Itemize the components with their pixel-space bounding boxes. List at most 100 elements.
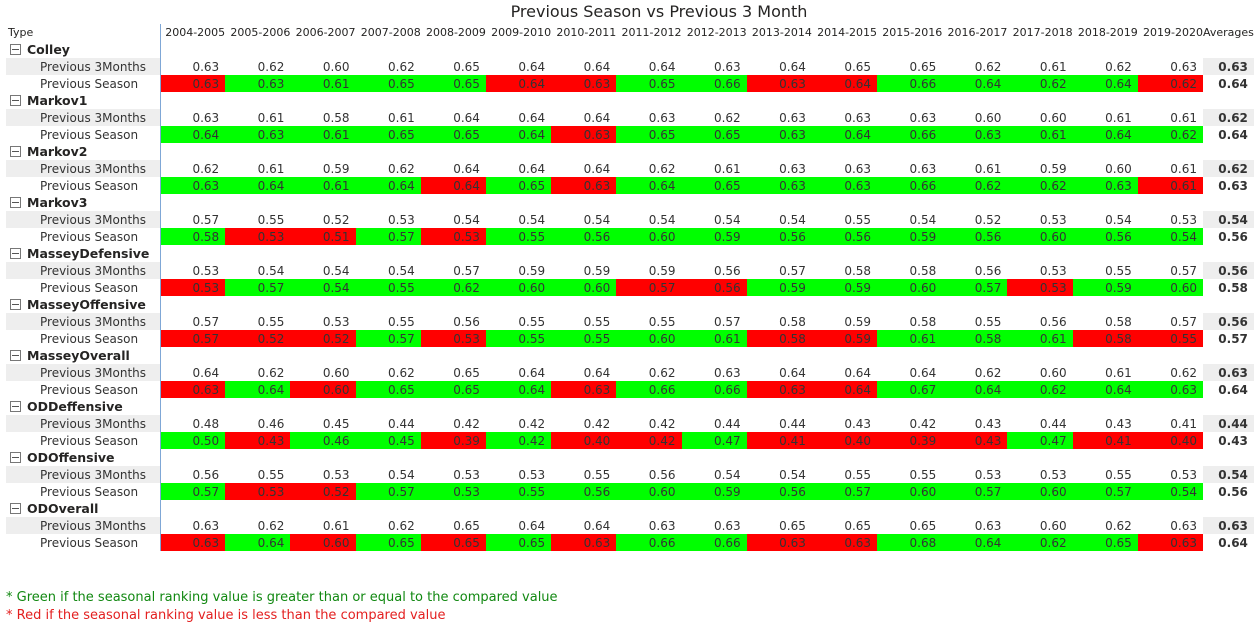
value-cell: 0.55 bbox=[811, 211, 878, 228]
average-cell: 0.54 bbox=[1203, 466, 1254, 483]
value-cell: 0.55 bbox=[1137, 330, 1203, 347]
column-header-season[interactable]: 2007-2008 bbox=[360, 26, 421, 39]
group-header[interactable]: Colley bbox=[6, 41, 161, 58]
value-cell: 0.63 bbox=[160, 517, 226, 534]
value-cell: 0.56 bbox=[681, 279, 747, 296]
value-cell: 0.63 bbox=[160, 381, 226, 398]
value-cell: 0.61 bbox=[681, 160, 747, 177]
value-cell: 0.55 bbox=[225, 466, 291, 483]
column-header-season[interactable]: 2015-2016 bbox=[882, 26, 943, 39]
value-cell: 0.64 bbox=[746, 364, 812, 381]
average-cell: 0.44 bbox=[1203, 415, 1254, 432]
row-label: Previous 3Months bbox=[6, 415, 161, 432]
collapse-icon[interactable] bbox=[10, 452, 21, 463]
column-header-averages[interactable]: Averages bbox=[1203, 26, 1254, 39]
group-header[interactable]: ODOverall bbox=[6, 500, 161, 517]
group-header[interactable]: Markov3 bbox=[6, 194, 161, 211]
collapse-icon[interactable] bbox=[10, 146, 21, 157]
average-cell: 0.43 bbox=[1203, 432, 1254, 449]
value-cell: 0.57 bbox=[1137, 313, 1203, 330]
value-cell: 0.60 bbox=[290, 381, 356, 398]
column-header-season[interactable]: 2016-2017 bbox=[947, 26, 1008, 39]
value-cell: 0.43 bbox=[1072, 415, 1138, 432]
column-header-season[interactable]: 2009-2010 bbox=[491, 26, 552, 39]
value-cell: 0.57 bbox=[681, 313, 747, 330]
value-cell: 0.64 bbox=[420, 177, 486, 194]
value-cell: 0.64 bbox=[1072, 126, 1138, 143]
value-cell: 0.62 bbox=[1007, 381, 1073, 398]
value-cell: 0.59 bbox=[746, 279, 812, 296]
group-header[interactable]: MasseyDefensive bbox=[6, 245, 161, 262]
collapse-icon[interactable] bbox=[10, 197, 21, 208]
column-header-season[interactable]: 2004-2005 bbox=[165, 26, 226, 39]
value-cell: 0.62 bbox=[1137, 126, 1203, 143]
column-header-type[interactable]: Type bbox=[6, 24, 161, 41]
column-header-season[interactable]: 2005-2006 bbox=[230, 26, 291, 39]
group-header[interactable]: MasseyOffensive bbox=[6, 296, 161, 313]
value-cell: 0.62 bbox=[942, 364, 1008, 381]
group-header[interactable]: ODOffensive bbox=[6, 449, 161, 466]
value-cell: 0.57 bbox=[420, 262, 486, 279]
value-cell: 0.44 bbox=[746, 415, 812, 432]
value-cell: 0.53 bbox=[485, 466, 552, 483]
group-header[interactable]: ODDeffensive bbox=[6, 398, 161, 415]
value-cell: 0.64 bbox=[616, 58, 682, 75]
group-row-fill bbox=[160, 41, 1254, 58]
value-cell: 0.58 bbox=[942, 330, 1008, 347]
value-cell: 0.65 bbox=[355, 534, 421, 551]
value-cell: 0.53 bbox=[160, 279, 226, 296]
value-cell: 0.44 bbox=[681, 415, 747, 432]
group-header[interactable]: MasseyOverall bbox=[6, 347, 161, 364]
collapse-icon[interactable] bbox=[10, 44, 21, 55]
collapse-icon[interactable] bbox=[10, 299, 21, 310]
value-cell: 0.57 bbox=[616, 279, 682, 296]
value-cell: 0.39 bbox=[877, 432, 943, 449]
value-cell: 0.62 bbox=[1007, 534, 1073, 551]
value-cell: 0.55 bbox=[551, 313, 617, 330]
value-cell: 0.64 bbox=[160, 364, 226, 381]
column-header-season[interactable]: 2017-2018 bbox=[1012, 26, 1073, 39]
value-cell: 0.64 bbox=[551, 364, 617, 381]
column-header-season[interactable]: 2014-2015 bbox=[817, 26, 878, 39]
column-header-season[interactable]: 2010-2011 bbox=[556, 26, 617, 39]
column-header-season[interactable]: 2006-2007 bbox=[295, 26, 356, 39]
value-cell: 0.54 bbox=[225, 262, 291, 279]
value-cell: 0.44 bbox=[355, 415, 421, 432]
value-cell: 0.64 bbox=[551, 160, 617, 177]
column-header-season[interactable]: 2012-2013 bbox=[686, 26, 747, 39]
collapse-icon[interactable] bbox=[10, 350, 21, 361]
value-cell: 0.65 bbox=[355, 75, 421, 92]
value-cell: 0.68 bbox=[877, 534, 943, 551]
group-row: ODOffensive bbox=[6, 449, 1254, 466]
value-cell: 0.44 bbox=[1007, 415, 1073, 432]
column-header-season[interactable]: 2011-2012 bbox=[621, 26, 682, 39]
collapse-icon[interactable] bbox=[10, 95, 21, 106]
column-header-season[interactable]: 2019-2020 bbox=[1143, 26, 1203, 39]
value-cell: 0.62 bbox=[942, 177, 1008, 194]
value-cell: 0.63 bbox=[225, 75, 291, 92]
column-header-season[interactable]: 2018-2019 bbox=[1077, 26, 1138, 39]
value-cell: 0.54 bbox=[420, 211, 486, 228]
value-cell: 0.60 bbox=[616, 228, 682, 245]
collapse-icon[interactable] bbox=[10, 503, 21, 514]
value-cell: 0.53 bbox=[942, 466, 1008, 483]
group-header[interactable]: Markov2 bbox=[6, 143, 161, 160]
value-cell: 0.55 bbox=[485, 483, 552, 500]
value-cell: 0.62 bbox=[616, 364, 682, 381]
value-cell: 0.56 bbox=[811, 228, 878, 245]
collapse-icon[interactable] bbox=[10, 248, 21, 259]
group-row-fill bbox=[160, 449, 1254, 466]
collapse-icon[interactable] bbox=[10, 401, 21, 412]
value-cell: 0.50 bbox=[160, 432, 226, 449]
column-header-season[interactable]: 2013-2014 bbox=[751, 26, 812, 39]
value-cell: 0.43 bbox=[942, 432, 1008, 449]
value-cell: 0.57 bbox=[160, 330, 226, 347]
value-cell: 0.55 bbox=[1072, 262, 1138, 279]
column-header-season[interactable]: 2008-2009 bbox=[425, 26, 486, 39]
group-header[interactable]: Markov1 bbox=[6, 92, 161, 109]
value-cell: 0.52 bbox=[225, 330, 291, 347]
row-previous-3months: Previous 3Months 0.63 0.61 0.58 0.61 0.64 0.64… bbox=[6, 109, 1254, 126]
value-cell: 0.58 bbox=[1072, 330, 1138, 347]
value-cell: 0.54 bbox=[616, 211, 682, 228]
group-row: ODOverall bbox=[6, 500, 1254, 517]
